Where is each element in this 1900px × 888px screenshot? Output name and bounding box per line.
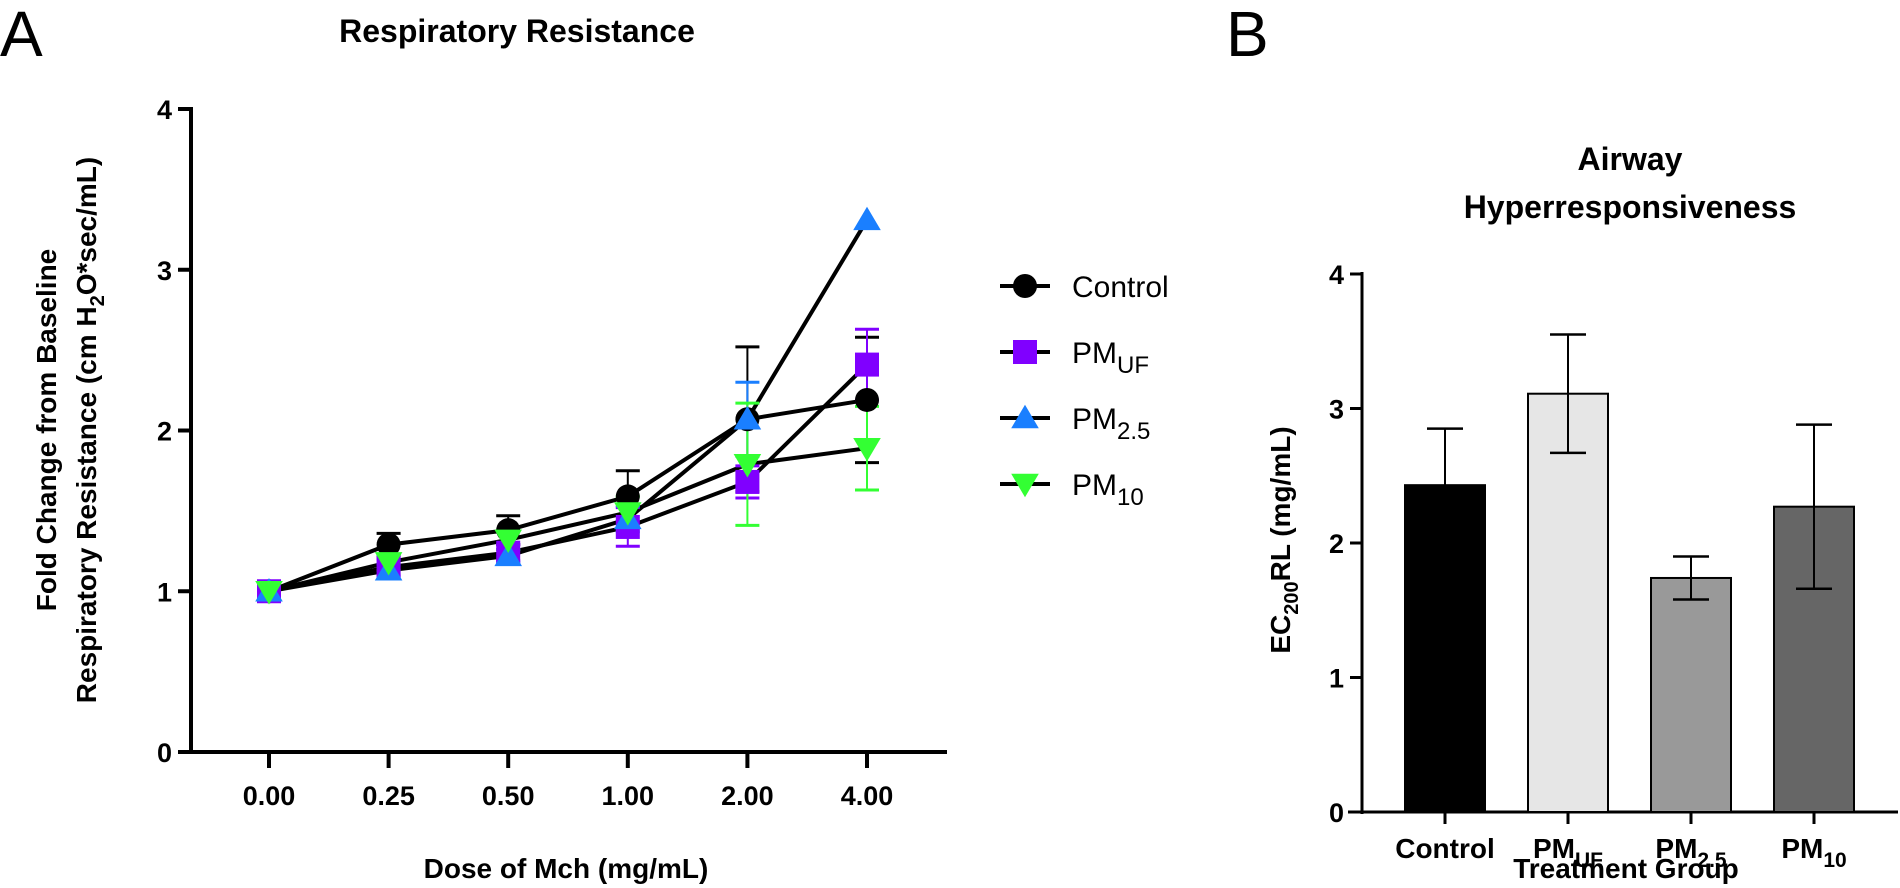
y-label-ec: EC: [1265, 615, 1296, 654]
x-tick-label-main: PM: [1781, 833, 1823, 864]
y-tick-label: 3: [157, 256, 172, 286]
y-label-line-1: Fold Change from Baseline: [31, 249, 62, 612]
y-label-rest: RL (mg/mL): [1265, 426, 1296, 581]
x-tick-label: 0.50: [482, 781, 535, 811]
data-point-pm10: [494, 529, 522, 554]
data-point-pm10: [374, 552, 403, 576]
x-tick-label: 2.00: [721, 781, 774, 811]
legend-marker-circle: [1013, 274, 1037, 298]
y-tick-label: 2: [157, 417, 172, 447]
data-point-pm25: [733, 406, 762, 430]
legend-label: PM10: [1072, 469, 1144, 511]
y-tick-label: 1: [157, 577, 172, 607]
chart-b-y-axis-label: EC200RL (mg/mL): [1265, 426, 1303, 653]
x-tick-label: 0.00: [243, 781, 296, 811]
x-tick-label: Control: [1395, 833, 1495, 864]
legend-marker-triangle-down: [1011, 473, 1039, 498]
legend-marker-square: [1013, 340, 1037, 364]
x-tick-label: 0.25: [362, 781, 415, 811]
y-tick-label: 3: [1329, 395, 1344, 425]
legend-label-main: PM: [1072, 469, 1117, 502]
series-line-control: [268, 397, 868, 594]
x-tick-label-main: Control: [1395, 833, 1495, 864]
legend-label-subscript: 2.5: [1117, 418, 1150, 445]
series-line-pm10: [268, 446, 868, 594]
x-tick-label-subscript: UF: [1575, 849, 1603, 872]
data-point-pm10: [733, 454, 762, 478]
x-tick-label: PMUF: [1533, 833, 1603, 872]
chart-b-title-line-2: Hyperresponsiveness: [1464, 189, 1797, 225]
y-tick-label: 2: [1329, 529, 1344, 559]
chart-a-title: Respiratory Resistance: [339, 13, 695, 49]
y-label-subscript: 200: [1281, 581, 1303, 614]
legend-label: PM2.5: [1072, 403, 1150, 445]
data-point-pm10: [614, 502, 642, 526]
data-point-pm10: [853, 437, 881, 462]
x-tick-label-main: PM: [1655, 833, 1697, 864]
legend-label: PMUF: [1072, 337, 1149, 379]
data-point-pm10: [255, 581, 283, 605]
chart-a-y-axis-label: Fold Change from Baseline Respiratory Re…: [31, 157, 109, 703]
legend-label-main: Control: [1072, 271, 1169, 304]
data-point-pm25: [494, 542, 522, 567]
data-point-control: [855, 387, 879, 412]
y-tick-label: 1: [1329, 664, 1344, 694]
bar: [1527, 392, 1609, 813]
legend-label-main: PM: [1072, 403, 1117, 436]
chart-b-x-axis-label: Treatment Group: [1513, 853, 1739, 884]
bar: [1650, 576, 1732, 813]
y-tick-label: 4: [1329, 260, 1344, 290]
x-tick-label-subscript: 10: [1823, 849, 1846, 872]
chart-a-x-axis-label: Dose of Mch (mg/mL): [424, 853, 709, 884]
legend-label: Control: [1072, 271, 1169, 304]
legend-label-main: PM: [1072, 337, 1117, 370]
data-point-pm25: [853, 206, 881, 231]
y-tick-label: 4: [157, 95, 172, 125]
y-label-text: Respiratory Resistance (cm H: [71, 306, 102, 703]
data-point-control: [376, 532, 401, 557]
x-tick-label: PM10: [1781, 833, 1846, 872]
chart-b-title-line-1: Airway: [1578, 141, 1683, 177]
y-tick-label: 0: [1329, 798, 1344, 828]
x-tick-label-main: PM: [1533, 833, 1575, 864]
y-label-line-2: Respiratory Resistance (cm H2O*sec/mL): [71, 157, 109, 703]
legend-label-subscript: UF: [1117, 352, 1149, 379]
x-tick-label-subscript: 2.5: [1697, 849, 1727, 872]
data-point-pmuf: [855, 352, 879, 377]
legend-marker-triangle-up: [1011, 404, 1039, 429]
x-tick-label: 1.00: [602, 781, 655, 811]
x-tick-label: 4.00: [841, 781, 894, 811]
series-line-pm25: [268, 218, 869, 594]
legend-label-subscript: 10: [1117, 484, 1144, 511]
panel-b-letter: B: [1226, 0, 1269, 70]
x-tick-label: PM2.5: [1655, 833, 1727, 872]
y-tick-label: 0: [157, 738, 172, 768]
panel-a-letter: A: [0, 0, 43, 70]
y-label-subscript: 2: [87, 295, 109, 306]
y-label-text-end: O*sec/mL): [71, 157, 102, 296]
